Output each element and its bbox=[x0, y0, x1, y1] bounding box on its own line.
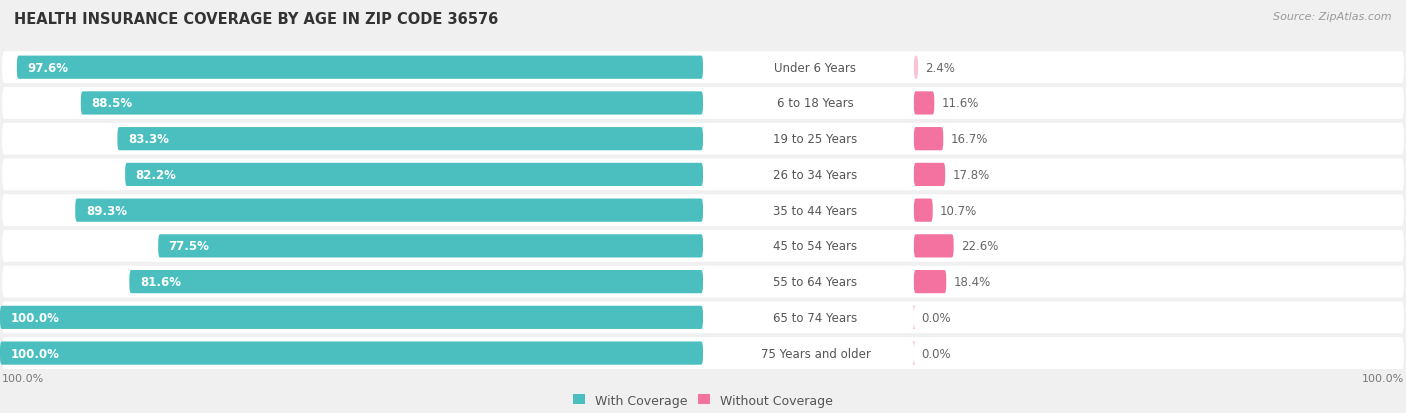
FancyBboxPatch shape bbox=[3, 266, 1403, 298]
FancyBboxPatch shape bbox=[3, 123, 1403, 155]
Text: 35 to 44 Years: 35 to 44 Years bbox=[773, 204, 858, 217]
Text: 81.6%: 81.6% bbox=[141, 275, 181, 288]
Text: 18.4%: 18.4% bbox=[953, 275, 990, 288]
Text: 100.0%: 100.0% bbox=[11, 347, 59, 360]
Text: 6 to 18 Years: 6 to 18 Years bbox=[778, 97, 853, 110]
Text: 17.8%: 17.8% bbox=[952, 169, 990, 181]
FancyBboxPatch shape bbox=[118, 128, 703, 151]
Text: 89.3%: 89.3% bbox=[86, 204, 127, 217]
Text: 100.0%: 100.0% bbox=[3, 373, 45, 383]
Text: 83.3%: 83.3% bbox=[128, 133, 169, 146]
Text: 100.0%: 100.0% bbox=[11, 311, 59, 324]
Text: 75 Years and older: 75 Years and older bbox=[761, 347, 870, 360]
FancyBboxPatch shape bbox=[0, 306, 703, 329]
Text: Source: ZipAtlas.com: Source: ZipAtlas.com bbox=[1274, 12, 1392, 22]
Legend: With Coverage, Without Coverage: With Coverage, Without Coverage bbox=[572, 394, 834, 407]
FancyBboxPatch shape bbox=[3, 230, 1403, 262]
Text: 88.5%: 88.5% bbox=[91, 97, 132, 110]
FancyBboxPatch shape bbox=[912, 306, 915, 329]
Text: 0.0%: 0.0% bbox=[921, 311, 950, 324]
FancyBboxPatch shape bbox=[914, 57, 918, 80]
Text: 11.6%: 11.6% bbox=[942, 97, 979, 110]
FancyBboxPatch shape bbox=[17, 57, 703, 80]
Text: 22.6%: 22.6% bbox=[960, 240, 998, 253]
Text: 55 to 64 Years: 55 to 64 Years bbox=[773, 275, 858, 288]
FancyBboxPatch shape bbox=[914, 92, 935, 115]
FancyBboxPatch shape bbox=[914, 164, 945, 187]
FancyBboxPatch shape bbox=[3, 337, 1403, 369]
FancyBboxPatch shape bbox=[914, 271, 946, 294]
FancyBboxPatch shape bbox=[914, 199, 932, 222]
Text: 26 to 34 Years: 26 to 34 Years bbox=[773, 169, 858, 181]
Text: HEALTH INSURANCE COVERAGE BY AGE IN ZIP CODE 36576: HEALTH INSURANCE COVERAGE BY AGE IN ZIP … bbox=[14, 12, 498, 27]
FancyBboxPatch shape bbox=[3, 195, 1403, 226]
Text: 77.5%: 77.5% bbox=[169, 240, 209, 253]
Text: 16.7%: 16.7% bbox=[950, 133, 987, 146]
FancyBboxPatch shape bbox=[3, 302, 1403, 333]
FancyBboxPatch shape bbox=[914, 235, 953, 258]
Text: 45 to 54 Years: 45 to 54 Years bbox=[773, 240, 858, 253]
Text: 100.0%: 100.0% bbox=[1361, 373, 1403, 383]
FancyBboxPatch shape bbox=[3, 52, 1403, 84]
FancyBboxPatch shape bbox=[0, 342, 703, 365]
FancyBboxPatch shape bbox=[912, 342, 915, 365]
Text: 19 to 25 Years: 19 to 25 Years bbox=[773, 133, 858, 146]
Text: Under 6 Years: Under 6 Years bbox=[775, 62, 856, 74]
Text: 0.0%: 0.0% bbox=[921, 347, 950, 360]
FancyBboxPatch shape bbox=[125, 164, 703, 187]
FancyBboxPatch shape bbox=[129, 271, 703, 294]
FancyBboxPatch shape bbox=[914, 128, 943, 151]
FancyBboxPatch shape bbox=[3, 88, 1403, 119]
FancyBboxPatch shape bbox=[82, 92, 703, 115]
Text: 10.7%: 10.7% bbox=[939, 204, 977, 217]
Text: 65 to 74 Years: 65 to 74 Years bbox=[773, 311, 858, 324]
FancyBboxPatch shape bbox=[76, 199, 703, 222]
FancyBboxPatch shape bbox=[3, 159, 1403, 191]
Text: 82.2%: 82.2% bbox=[135, 169, 177, 181]
Text: 2.4%: 2.4% bbox=[925, 62, 955, 74]
FancyBboxPatch shape bbox=[159, 235, 703, 258]
Text: 97.6%: 97.6% bbox=[28, 62, 69, 74]
